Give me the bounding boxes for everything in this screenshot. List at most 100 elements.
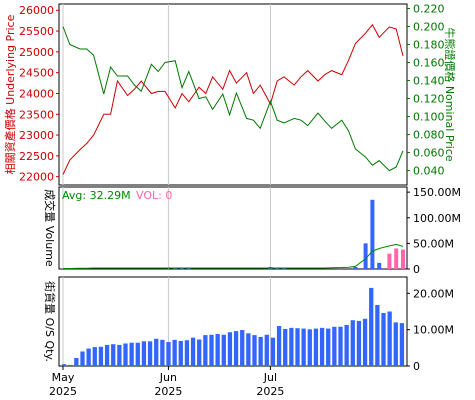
os-qty-bar (166, 342, 171, 366)
right-tick-label: 0.080 (413, 129, 445, 142)
volume-bar (387, 253, 392, 269)
os-qty-bar (264, 334, 269, 366)
os-qty-tick-label: 10.00M (413, 324, 454, 337)
right-tick-label: 0.040 (413, 165, 445, 178)
os-qty-bar (307, 329, 312, 366)
os-qty-bar (197, 339, 202, 366)
os-qty-bar (203, 335, 208, 366)
os-qty-bar (362, 318, 368, 366)
left-axis-label: 相關資產價格 Underlying Price (3, 14, 17, 174)
right-tick-label: 0.180 (413, 39, 445, 52)
panel-frame (58, 3, 408, 186)
left-tick-label: 23500 (19, 108, 54, 121)
os-qty-bar (240, 330, 245, 366)
os-qty-bar (258, 336, 263, 366)
volume-bar (377, 262, 382, 269)
left-tick-label: 25500 (19, 25, 54, 38)
os-qty-bar (68, 364, 73, 366)
os-qty-bar (289, 327, 294, 366)
os-qty-bar (74, 358, 79, 366)
os-qty-bar (221, 334, 226, 366)
nominal-price-line (62, 26, 404, 172)
os-qty-bar (160, 339, 165, 366)
left-tick-label: 22500 (19, 150, 54, 163)
left-tick-label: 23000 (19, 129, 54, 142)
right-tick-label: 0.140 (413, 75, 445, 88)
right-axis-label: 牛熊證價格 Nominal Price (443, 27, 457, 162)
os-qty-bar (123, 343, 128, 366)
right-tick-label: 0.200 (413, 21, 445, 34)
os-qty-bar (326, 328, 331, 366)
panel-frame (58, 186, 408, 270)
os-qty-axis-label: 街貨量 O/S Qty. (43, 281, 57, 362)
os-qty-bar (117, 344, 122, 366)
volume-tick-label: 0 (413, 263, 420, 276)
x-tick-month: Jul (263, 371, 277, 384)
volume-tick-label: 150.00M (413, 186, 461, 199)
underlying-price-line (62, 23, 404, 175)
left-tick-label: 24000 (19, 87, 54, 100)
os-qty-bar (80, 351, 85, 366)
x-tick-year: 2025 (49, 385, 77, 398)
os-qty-bar (344, 324, 349, 366)
left-tick-label: 26000 (19, 4, 54, 17)
os-qty-bar (381, 312, 386, 366)
os-qty-bar (270, 337, 276, 366)
volume-axis-label: 成交量 Volume (43, 189, 57, 267)
os-qty-tick-label: 20.00M (413, 287, 454, 300)
right-tick-label: 0.060 (413, 147, 445, 160)
right-tick-label: 0.100 (413, 111, 445, 124)
os-qty-bar (295, 328, 300, 366)
os-qty-bar (227, 332, 233, 366)
volume-bar (363, 243, 368, 269)
os-qty-bar (233, 331, 239, 366)
os-qty-bar (190, 337, 196, 366)
x-tick-month: Jun (159, 371, 177, 384)
os-qty-bar (141, 341, 147, 366)
os-qty-bar (92, 347, 97, 366)
volume-tick-label: 100.00M (413, 212, 461, 225)
volume-tick-label: 50.00M (413, 237, 454, 250)
os-qty-bar (98, 346, 104, 366)
os-qty-bar (313, 328, 319, 366)
os-qty-bar (375, 304, 380, 366)
os-qty-bar (338, 326, 343, 366)
right-tick-label: 0.220 (413, 3, 445, 16)
os-qty-bar (111, 344, 116, 366)
os-qty-panel: 0 10.00M 20.00M 街貨量 O/S Qty. (43, 276, 454, 373)
os-qty-bar (86, 348, 91, 366)
os-qty-bar (178, 340, 183, 366)
x-tick-month: May (52, 371, 75, 384)
volume-bar (353, 266, 358, 269)
volume-bar (401, 249, 405, 269)
os-qty-bar (154, 338, 159, 366)
panel-frame (58, 276, 408, 367)
left-tick-label: 24500 (19, 67, 54, 80)
os-qty-bar (61, 364, 67, 366)
os-qty-bar (104, 344, 110, 366)
os-qty-bar (276, 326, 282, 366)
os-qty-bar (387, 311, 392, 366)
os-qty-bar (369, 287, 374, 366)
x-tick-year: 2025 (256, 385, 284, 398)
os-qty-bar (246, 333, 251, 366)
os-qty-bar (301, 328, 306, 366)
os-qty-bar (319, 327, 325, 366)
volume-panel: 0 50.00M 100.00M 150.00M Avg: 32.29M VOL: 0 成交… (43, 186, 461, 276)
os-qty-bar (135, 342, 140, 366)
os-qty-bar (147, 341, 153, 366)
os-qty-bar (252, 335, 257, 366)
left-tick-label: 22000 (19, 171, 54, 184)
os-qty-bar (209, 334, 214, 366)
volume-bar (394, 248, 399, 269)
os-qty-bar (172, 339, 177, 366)
left-tick-label: 25000 (19, 46, 54, 59)
os-qty-bar (393, 322, 398, 366)
volume-average-legend: Avg: 32.29M (62, 189, 131, 202)
os-qty-bar (184, 340, 190, 366)
volume-bar (370, 199, 375, 269)
os-qty-bar (399, 323, 405, 366)
volume-average-line (63, 243, 404, 269)
